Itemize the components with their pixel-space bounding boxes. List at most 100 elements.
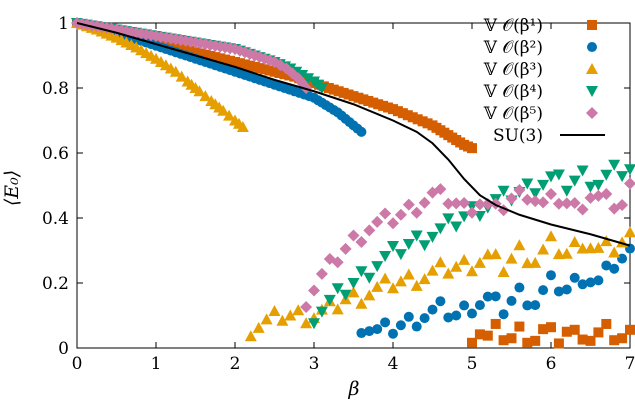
su3-line	[76, 22, 631, 247]
data-point	[426, 264, 439, 276]
data-point	[537, 196, 550, 209]
legend-label: 𝕍 𝒪(β⁴)	[483, 82, 543, 102]
data-point	[624, 164, 635, 176]
data-point	[585, 277, 596, 288]
data-point	[442, 213, 455, 225]
data-point	[419, 313, 430, 324]
data-point	[560, 247, 573, 259]
data-point	[577, 334, 588, 345]
series-6	[76, 22, 631, 247]
data-point	[585, 335, 596, 346]
data-point	[458, 253, 471, 265]
data-point	[497, 265, 510, 277]
data-point	[505, 192, 518, 205]
data-point	[617, 253, 628, 264]
data-point	[296, 70, 309, 81]
data-point	[625, 324, 635, 335]
data-point	[372, 324, 383, 335]
data-point	[315, 83, 328, 94]
data-point	[592, 179, 605, 191]
data-point	[467, 337, 477, 348]
data-point	[395, 320, 406, 331]
data-point	[497, 185, 510, 197]
data-point	[576, 165, 589, 177]
data-point	[284, 309, 297, 321]
data-point	[624, 177, 635, 190]
y-tick-label: 0.2	[42, 274, 69, 294]
data-point	[481, 248, 494, 260]
data-point	[199, 90, 212, 102]
data-point	[387, 217, 399, 230]
data-point	[302, 73, 315, 85]
data-point	[394, 275, 407, 287]
data-point	[450, 260, 463, 272]
data-point	[545, 171, 557, 183]
data-point	[521, 178, 534, 190]
data-point	[387, 282, 399, 294]
data-point	[402, 239, 415, 250]
data-point	[608, 246, 621, 258]
x-tick-label: 2	[230, 354, 241, 374]
x-tick-label: 6	[546, 354, 557, 374]
legend-label: 𝕍 𝒪(β²)	[483, 38, 543, 58]
data-point	[347, 286, 360, 298]
data-point	[537, 179, 550, 191]
data-point	[364, 326, 375, 337]
data-point	[513, 184, 526, 197]
data-point	[292, 304, 305, 316]
x-tick-label: 3	[309, 354, 320, 374]
data-point	[474, 329, 485, 340]
data-point	[609, 263, 620, 274]
data-point	[339, 242, 352, 255]
data-point	[546, 270, 556, 281]
data-point	[252, 321, 265, 333]
data-point	[355, 266, 368, 278]
data-point	[490, 291, 501, 302]
data-point	[529, 195, 542, 208]
data-point	[553, 286, 564, 297]
data-point	[537, 243, 550, 255]
data-point	[473, 198, 486, 211]
data-point	[442, 267, 455, 279]
data-point	[505, 252, 518, 264]
plot-frame	[76, 22, 631, 349]
data-point	[300, 301, 313, 314]
data-point	[394, 249, 407, 261]
data-point	[410, 206, 423, 219]
data-point	[379, 272, 392, 284]
data-point	[410, 230, 423, 242]
data-point	[418, 273, 431, 285]
data-point	[193, 85, 206, 97]
legend-label: 𝕍 𝒪(β³)	[483, 60, 543, 80]
data-point	[561, 326, 572, 337]
data-point	[513, 239, 526, 251]
data-point	[323, 294, 336, 306]
data-point	[466, 265, 478, 277]
data-point	[387, 240, 399, 252]
data-point	[592, 241, 605, 253]
data-point	[577, 279, 588, 290]
data-point	[418, 240, 431, 252]
data-point	[506, 295, 517, 306]
data-point	[434, 183, 447, 196]
data-point	[608, 159, 621, 171]
legend-label: SU(3)	[493, 126, 543, 146]
data-point	[355, 236, 368, 249]
data-point	[560, 185, 573, 197]
data-point	[458, 211, 471, 223]
data-point	[434, 223, 447, 235]
series-4	[71, 18, 635, 330]
plot-border	[76, 22, 631, 349]
data-point	[411, 321, 422, 332]
data-point	[545, 187, 557, 200]
data-point	[410, 279, 423, 291]
series-layer	[71, 17, 635, 349]
data-point	[217, 104, 230, 116]
data-point	[600, 187, 613, 200]
legend-label: 𝕍 𝒪(β¹)	[483, 16, 543, 36]
data-point	[355, 297, 368, 309]
y-tick-label: 0.8	[42, 79, 69, 99]
data-point	[331, 303, 344, 315]
data-point	[403, 311, 414, 322]
data-point	[552, 169, 565, 181]
